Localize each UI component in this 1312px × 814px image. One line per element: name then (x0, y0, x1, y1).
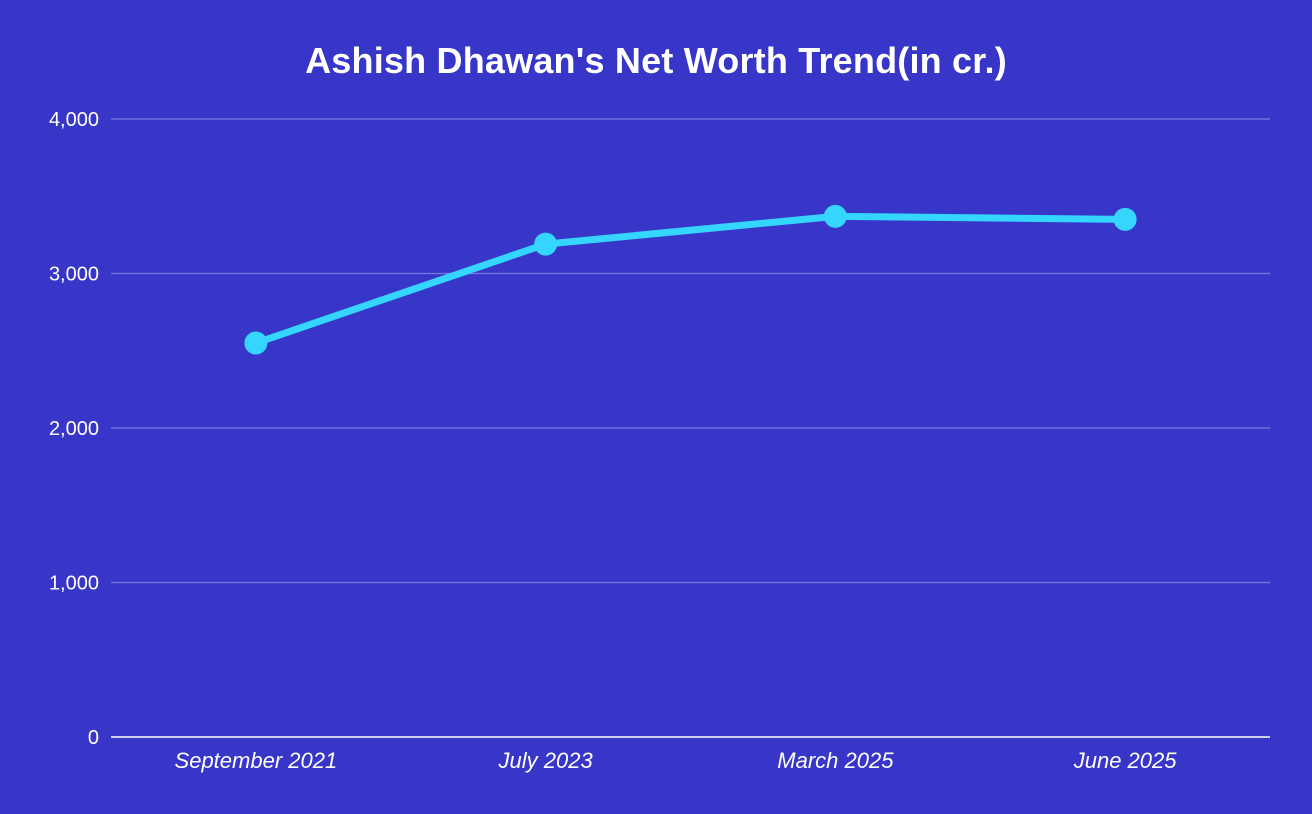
data-point (823, 204, 847, 228)
y-tick-label: 2,000 (49, 418, 99, 440)
y-tick-label: 0 (88, 727, 99, 749)
chart-title: Ashish Dhawan's Net Worth Trend(in cr.) (305, 40, 1007, 81)
data-point (1113, 207, 1137, 231)
x-tick-label: March 2025 (777, 748, 894, 773)
data-point (244, 331, 268, 355)
y-tick-label: 3,000 (49, 264, 99, 286)
data-point (534, 232, 558, 256)
series-line (252, 212, 1129, 347)
x-tick-label: September 2021 (175, 748, 338, 773)
y-tick-label: 1,000 (49, 573, 99, 595)
x-tick-label: June 2025 (1073, 748, 1178, 773)
x-tick-label: July 2023 (498, 748, 594, 773)
y-tick-label: 4,000 (49, 109, 99, 131)
